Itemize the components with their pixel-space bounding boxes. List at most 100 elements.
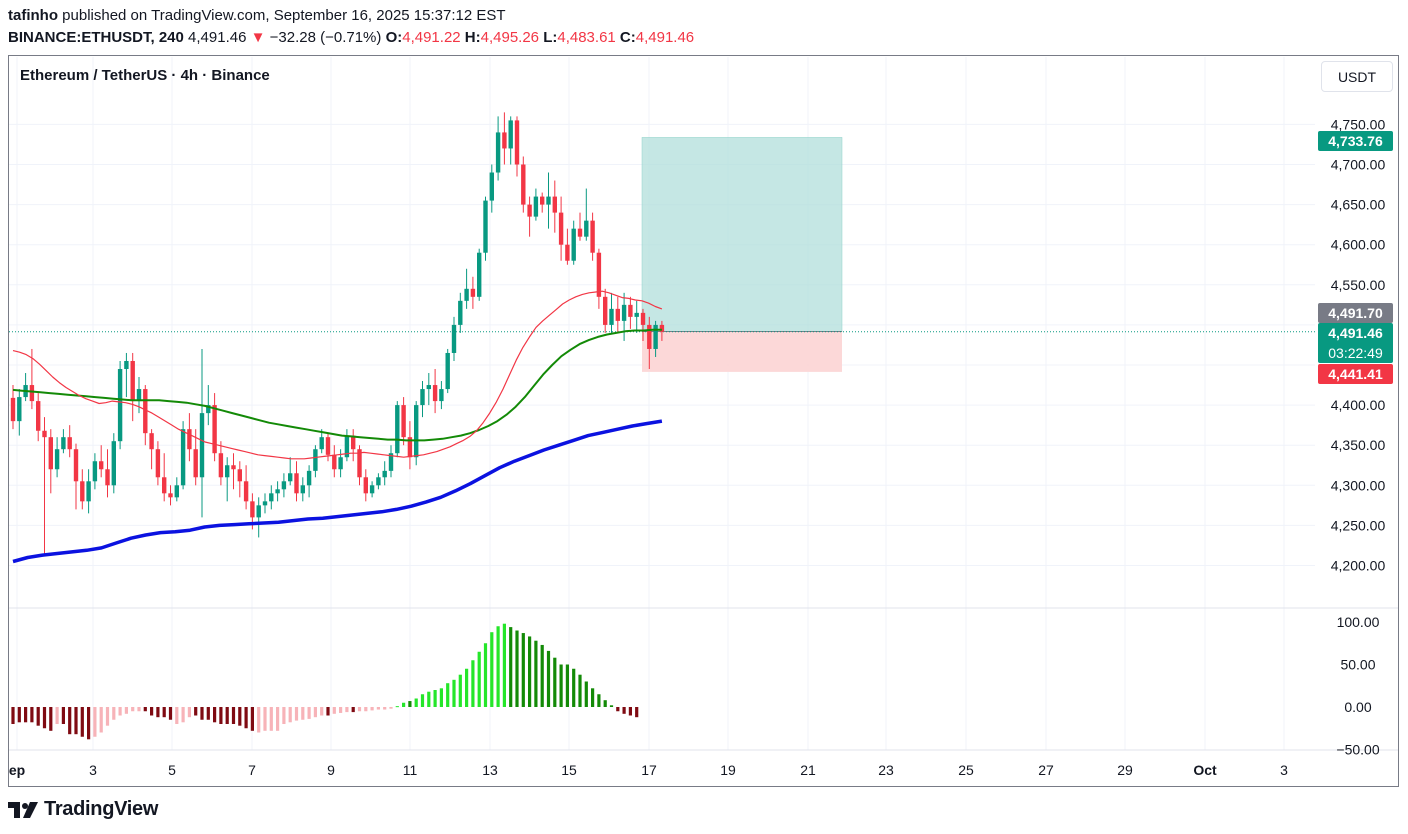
candle <box>193 449 198 478</box>
histogram-bar <box>36 707 40 726</box>
candle <box>527 204 532 217</box>
candle <box>86 481 91 502</box>
candle <box>388 453 394 471</box>
histogram-bar <box>187 707 191 718</box>
histogram-bar <box>458 674 462 707</box>
candle <box>470 288 476 297</box>
moving-averages <box>12 290 663 564</box>
histogram-bar <box>622 707 626 714</box>
histogram-bar <box>137 707 141 712</box>
candle <box>577 228 583 237</box>
candle <box>174 485 179 498</box>
candle <box>445 352 450 390</box>
candle <box>628 304 633 317</box>
candle <box>458 300 463 325</box>
time-tick-label: 3 <box>89 762 97 778</box>
histogram-bar <box>200 707 204 720</box>
price-tick-label: 4,350.00 <box>1331 437 1386 453</box>
candle <box>414 405 419 458</box>
candle <box>395 405 400 454</box>
position-zones <box>9 137 1315 372</box>
histogram-bar <box>150 707 154 716</box>
candle <box>420 389 425 406</box>
histogram-bar <box>238 707 242 726</box>
candle <box>155 449 161 478</box>
histogram-bar <box>420 694 425 707</box>
histogram-bar <box>206 707 210 720</box>
candle <box>565 244 570 261</box>
histogram-bar <box>427 691 431 707</box>
histogram-bar <box>231 707 236 724</box>
time-tick-label: 21 <box>800 762 816 778</box>
candle <box>187 429 192 450</box>
author-name[interactable]: tafinho <box>8 7 58 24</box>
candle <box>609 308 614 325</box>
candle <box>250 501 255 518</box>
time-tick-label: 13 <box>482 762 498 778</box>
entry-price-label: 4,491.70 <box>1318 303 1393 323</box>
candle <box>477 252 482 297</box>
candle <box>546 196 551 205</box>
loss-zone <box>642 331 842 372</box>
histogram-bar <box>175 707 179 724</box>
histogram-bar <box>591 688 595 707</box>
histogram-bar <box>49 707 53 731</box>
histogram-bar <box>105 707 110 726</box>
histogram-bar <box>99 707 103 733</box>
candle <box>300 485 305 494</box>
histogram-bar <box>603 700 607 707</box>
histogram-bar <box>124 707 128 714</box>
time-tick-label: 23 <box>878 762 894 778</box>
histogram-bar <box>502 623 506 707</box>
time-tick-label: 5 <box>168 762 176 778</box>
candle <box>596 252 602 297</box>
candle <box>552 196 557 213</box>
histogram-bar <box>490 632 494 707</box>
time-tick-label: 29 <box>1117 762 1133 778</box>
histogram-bar <box>162 707 166 718</box>
candle <box>243 481 249 502</box>
candle <box>143 389 148 434</box>
histogram-bar <box>471 660 475 707</box>
publish-info: tafinho published on TradingView.com, Se… <box>8 6 506 26</box>
candle <box>67 437 72 450</box>
histogram-bar <box>546 650 551 707</box>
candle <box>206 405 211 414</box>
time-tick-label: 15 <box>561 762 577 778</box>
candle <box>426 385 431 390</box>
candle <box>10 397 16 422</box>
candle <box>502 132 507 149</box>
histogram-bar <box>80 707 84 737</box>
candle <box>407 437 413 458</box>
candle <box>376 477 381 486</box>
candle <box>590 220 595 253</box>
histogram-bar <box>364 707 368 712</box>
candle <box>432 385 438 402</box>
histogram-bar <box>263 707 267 731</box>
price-change: −32.28 (−0.71%) <box>269 29 382 46</box>
histogram-bar <box>332 707 336 714</box>
histogram-bar <box>301 707 305 720</box>
histogram-bar <box>521 633 525 707</box>
time-tick-label: Oct <box>1193 762 1217 778</box>
histogram-bar <box>257 707 261 733</box>
histogram-bar <box>559 664 563 707</box>
candle <box>325 437 331 455</box>
ema-mid-line <box>12 328 662 442</box>
candle <box>294 473 299 494</box>
candle <box>105 469 110 486</box>
time-tick-label: 9 <box>327 762 335 778</box>
histogram-bar <box>219 707 223 724</box>
histogram-bar <box>17 707 21 723</box>
histogram-bar <box>635 707 639 718</box>
histogram-bar <box>483 643 488 707</box>
price-tick-label: 4,700.00 <box>1331 157 1386 173</box>
candle <box>508 120 513 149</box>
histogram-bar <box>395 706 399 708</box>
axis-labels: 4,200.00 4,250.00 4,300.00 4,350.00 4,400.00… <box>9 116 1386 778</box>
open-label: O: <box>385 29 403 46</box>
currency-button[interactable]: USDT <box>1321 61 1393 92</box>
close-label: C: <box>619 29 636 46</box>
candle <box>17 397 22 422</box>
